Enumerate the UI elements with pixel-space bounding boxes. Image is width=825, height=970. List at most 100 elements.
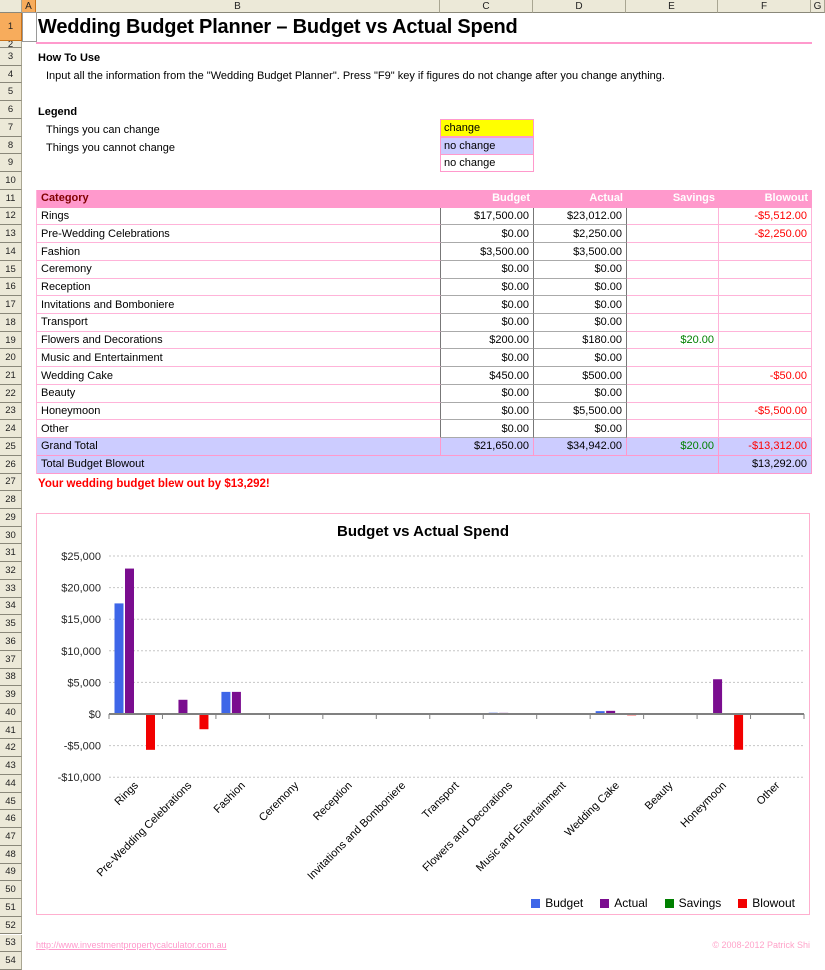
actual-cell[interactable]: $0.00	[534, 314, 627, 332]
row-header-39[interactable]: 39	[0, 686, 22, 704]
row-header-35[interactable]: 35	[0, 615, 22, 634]
actual-cell[interactable]: $0.00	[534, 349, 627, 368]
category-cell[interactable]: Other	[37, 420, 441, 439]
row-header-53[interactable]: 53	[0, 934, 22, 953]
budget-cell[interactable]: $17,500.00	[441, 207, 534, 226]
budget-cell[interactable]: $0.00	[441, 349, 534, 368]
row-header-21[interactable]: 21	[0, 367, 22, 385]
actual-cell[interactable]: $0.00	[534, 384, 627, 403]
category-cell[interactable]: Pre-Wedding Celebrations	[37, 225, 441, 244]
category-cell[interactable]: Honeymoon	[37, 402, 441, 421]
row-header-2[interactable]: 2	[0, 41, 22, 48]
row-header-48[interactable]: 48	[0, 845, 22, 864]
actual-cell[interactable]: $3,500.00	[534, 243, 627, 261]
actual-cell[interactable]: $0.00	[534, 278, 627, 297]
row-header-3[interactable]: 3	[0, 48, 22, 66]
row-header-26[interactable]: 26	[0, 455, 22, 474]
row-header-38[interactable]: 38	[0, 668, 22, 687]
category-cell[interactable]: Reception	[37, 278, 441, 297]
row-header-50[interactable]: 50	[0, 881, 22, 900]
budget-cell[interactable]: $450.00	[441, 367, 534, 385]
row-header-40[interactable]: 40	[0, 704, 22, 722]
row-header-46[interactable]: 46	[0, 810, 22, 829]
category-cell[interactable]: Wedding Cake	[37, 367, 441, 385]
actual-cell[interactable]: $0.00	[534, 420, 627, 439]
actual-cell[interactable]: $180.00	[534, 331, 627, 350]
column-header-e[interactable]: E	[626, 0, 718, 13]
row-header-13[interactable]: 13	[0, 225, 22, 244]
actual-cell[interactable]: $5,500.00	[534, 402, 627, 421]
row-header-8[interactable]: 8	[0, 136, 22, 155]
row-header-18[interactable]: 18	[0, 313, 22, 332]
row-header-32[interactable]: 32	[0, 562, 22, 580]
row-header-19[interactable]: 19	[0, 331, 22, 350]
row-header-25[interactable]: 25	[0, 438, 22, 456]
row-header-29[interactable]: 29	[0, 508, 22, 527]
row-header-24[interactable]: 24	[0, 420, 22, 439]
row-header-33[interactable]: 33	[0, 579, 22, 598]
row-header-1[interactable]: 1	[0, 13, 22, 41]
row-header-54[interactable]: 54	[0, 952, 22, 970]
row-header-14[interactable]: 14	[0, 243, 22, 261]
row-header-12[interactable]: 12	[0, 207, 22, 226]
row-header-23[interactable]: 23	[0, 402, 22, 421]
row-header-37[interactable]: 37	[0, 650, 22, 669]
row-header-9[interactable]: 9	[0, 154, 22, 173]
row-header-17[interactable]: 17	[0, 296, 22, 314]
legend-cell-change[interactable]: change	[440, 119, 534, 137]
row-header-11[interactable]: 11	[0, 189, 22, 208]
row-header-6[interactable]: 6	[0, 101, 22, 119]
budget-cell[interactable]: $0.00	[441, 260, 534, 279]
row-header-15[interactable]: 15	[0, 260, 22, 279]
row-header-22[interactable]: 22	[0, 384, 22, 403]
column-header-g[interactable]: G	[811, 0, 825, 13]
row-header-51[interactable]: 51	[0, 899, 22, 917]
category-cell[interactable]: Music and Entertainment	[37, 349, 441, 368]
budget-cell[interactable]: $200.00	[441, 331, 534, 350]
footer-link[interactable]: http://www.investmentpropertycalculator.…	[36, 940, 227, 950]
row-header-41[interactable]: 41	[0, 721, 22, 740]
budget-cell[interactable]: $0.00	[441, 402, 534, 421]
actual-cell[interactable]: $23,012.00	[534, 207, 627, 226]
row-header-31[interactable]: 31	[0, 544, 22, 563]
budget-cell[interactable]: $0.00	[441, 384, 534, 403]
column-header-d[interactable]: D	[533, 0, 626, 13]
category-cell[interactable]: Invitations and Bomboniere	[37, 296, 441, 315]
column-header-c[interactable]: C	[440, 0, 533, 13]
category-cell[interactable]: Flowers and Decorations	[37, 331, 441, 350]
row-header-42[interactable]: 42	[0, 739, 22, 758]
row-header-44[interactable]: 44	[0, 774, 22, 793]
row-header-7[interactable]: 7	[0, 118, 22, 137]
actual-cell[interactable]: $0.00	[534, 296, 627, 315]
row-header-45[interactable]: 45	[0, 792, 22, 811]
column-header-f[interactable]: F	[718, 0, 811, 13]
row-header-27[interactable]: 27	[0, 473, 22, 492]
budget-cell[interactable]: $0.00	[441, 314, 534, 332]
row-header-36[interactable]: 36	[0, 633, 22, 651]
row-header-34[interactable]: 34	[0, 597, 22, 616]
row-header-30[interactable]: 30	[0, 526, 22, 545]
row-header-43[interactable]: 43	[0, 757, 22, 775]
row-header-10[interactable]: 10	[0, 172, 22, 190]
category-cell[interactable]: Transport	[37, 314, 441, 332]
category-cell[interactable]: Rings	[37, 207, 441, 226]
actual-cell[interactable]: $0.00	[534, 260, 627, 279]
actual-cell[interactable]: $500.00	[534, 367, 627, 385]
budget-cell[interactable]: $0.00	[441, 420, 534, 439]
row-header-4[interactable]: 4	[0, 65, 22, 84]
row-header-52[interactable]: 52	[0, 916, 22, 935]
column-header-b[interactable]: B	[36, 0, 440, 13]
row-header-47[interactable]: 47	[0, 828, 22, 846]
budget-cell[interactable]: $3,500.00	[441, 243, 534, 261]
row-header-20[interactable]: 20	[0, 349, 22, 368]
actual-cell[interactable]: $2,250.00	[534, 225, 627, 244]
budget-cell[interactable]: $0.00	[441, 225, 534, 244]
row-header-49[interactable]: 49	[0, 863, 22, 882]
row-header-5[interactable]: 5	[0, 83, 22, 102]
row-header-28[interactable]: 28	[0, 491, 22, 509]
budget-cell[interactable]: $0.00	[441, 296, 534, 315]
category-cell[interactable]: Fashion	[37, 243, 441, 261]
select-all-corner[interactable]	[0, 0, 22, 13]
row-header-16[interactable]: 16	[0, 278, 22, 297]
budget-cell[interactable]: $0.00	[441, 278, 534, 297]
